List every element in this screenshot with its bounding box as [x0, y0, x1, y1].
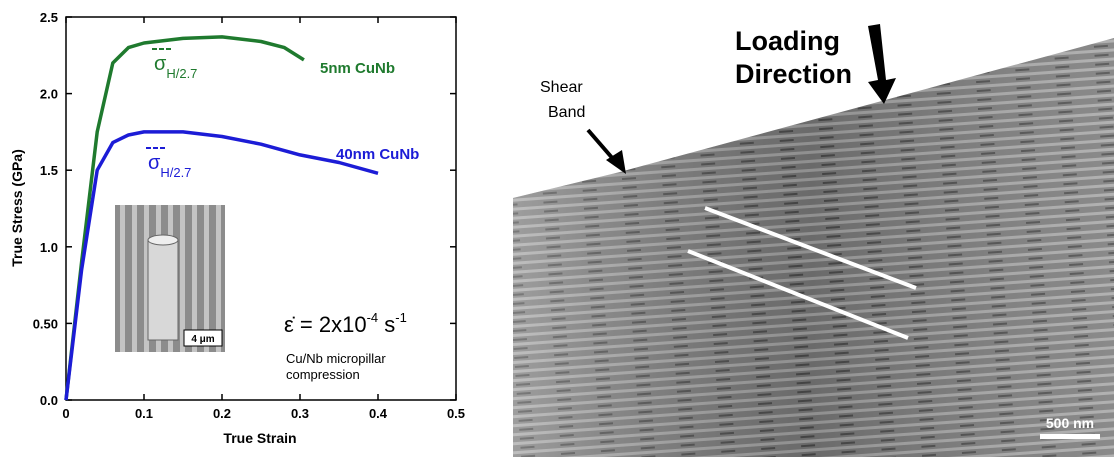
inset: 4 μm — [115, 205, 225, 352]
scale-label: 500 nm — [1046, 415, 1094, 431]
strain-rate: ε̇ = 2x10-4 s-1 — [284, 310, 407, 337]
x-tick-label: 0.5 — [447, 406, 465, 421]
note: Cu/Nb micropillar — [286, 351, 386, 366]
micro-label: Band — [548, 104, 585, 121]
sigma: σ — [154, 53, 167, 75]
x-tick-label: 0.4 — [369, 406, 388, 421]
pillar-top — [148, 235, 178, 245]
y-tick-label: 2.0 — [40, 87, 58, 102]
y-tick-label: 0.0 — [40, 393, 58, 408]
x-tick-label: 0 — [62, 406, 69, 421]
scale-bar — [1040, 434, 1100, 439]
x-tick-label: 0.2 — [213, 406, 231, 421]
sigma-label: σH/2.7 — [148, 152, 191, 180]
y-tick-label: 2.5 — [40, 10, 58, 25]
y-tick-label: 1.5 — [40, 163, 58, 178]
arrow — [588, 130, 614, 160]
rate-unit-exp: -1 — [395, 310, 407, 325]
sigma-label: σH/2.7 — [154, 53, 197, 81]
figure: Loading Direction Shear Band 500 nm 4 μm… — [0, 0, 1114, 457]
pillar — [148, 240, 178, 340]
sigma-sub: H/2.7 — [166, 66, 197, 81]
micro-title: Loading — [735, 26, 840, 56]
x-tick-label: 0.3 — [291, 406, 309, 421]
y-axis-title: True Stress (GPa) — [9, 149, 25, 267]
rate-base: ε̇ = 2x10 — [284, 312, 367, 337]
y-tick-label: 1.0 — [40, 240, 58, 255]
micro-title: Direction — [735, 59, 852, 89]
note: compression — [286, 367, 360, 382]
inset-scale: 4 μm — [191, 334, 214, 345]
rate-exp: -4 — [367, 310, 379, 325]
micro-label: Shear — [540, 79, 583, 96]
sigma: σ — [148, 152, 161, 174]
rate-unit: s — [378, 312, 395, 337]
series-label: 5nm CuNb — [320, 60, 395, 77]
x-axis-title: True Strain — [223, 430, 296, 446]
x-tick-label: 0.1 — [135, 406, 153, 421]
sigma-sub: H/2.7 — [160, 165, 191, 180]
series-label: 40nm CuNb — [336, 146, 419, 163]
micrograph: Loading Direction Shear Band 500 nm — [513, 24, 1114, 457]
y-tick-label: 0.50 — [33, 316, 58, 331]
arrow — [868, 24, 896, 104]
